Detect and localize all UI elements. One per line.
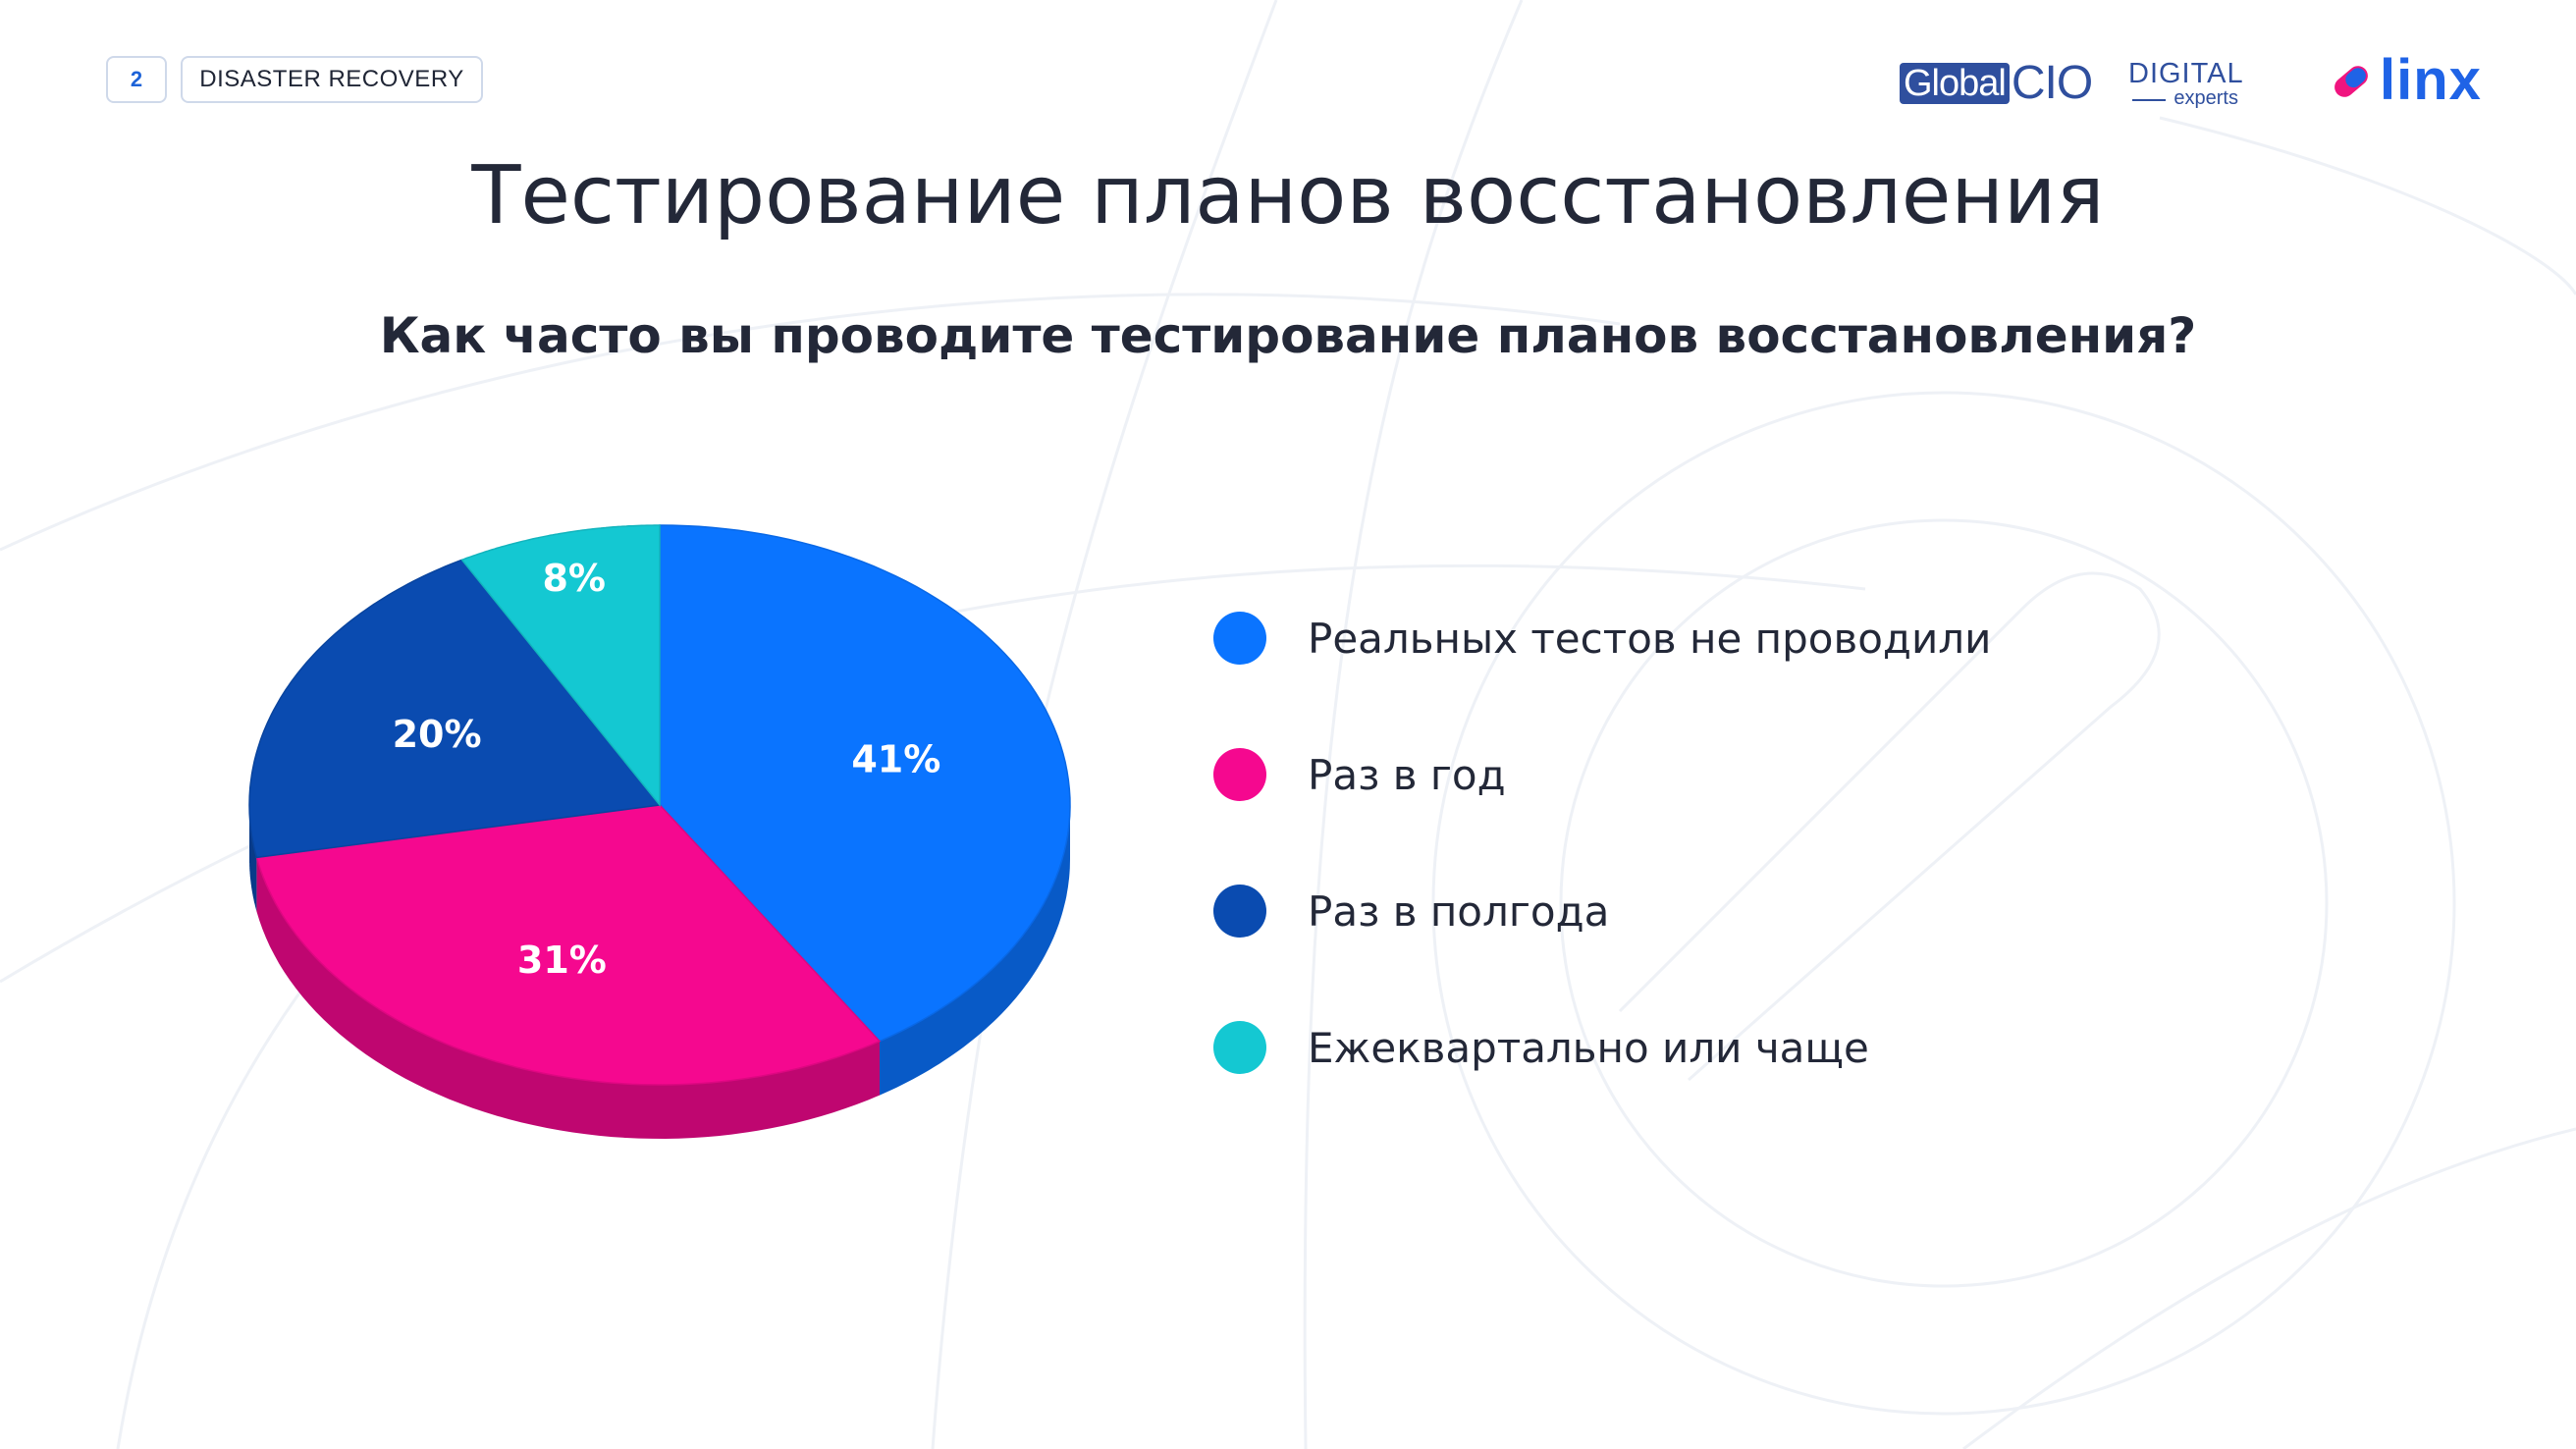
pie-slice-label-0: 41% xyxy=(851,737,940,780)
linx-logo-mark-icon xyxy=(2334,66,2368,97)
pie-slice-1 xyxy=(255,804,882,1086)
digital-logo-line1: DIGITAL xyxy=(2128,58,2244,89)
slide-number: 2 xyxy=(130,67,143,91)
pie-slice-2 xyxy=(248,559,662,859)
legend-color-dot xyxy=(1213,1021,1266,1074)
legend-color-dot xyxy=(1213,748,1266,801)
legend-color-dot xyxy=(1213,885,1266,938)
pie-slice-label-2: 20% xyxy=(393,713,482,756)
linx-logo-text: linx xyxy=(2380,48,2482,112)
linx-logo: linx xyxy=(2329,51,2482,110)
pie-slice-0 xyxy=(659,524,1071,1043)
globalcio-logo: Global CIO xyxy=(1900,57,2093,109)
legend-item: Раз в год xyxy=(1213,745,1506,804)
page-subtitle: Как часто вы проводите тестирование план… xyxy=(379,307,2197,364)
legend-label: Раз в полгода xyxy=(1308,886,1610,936)
digital-logo-line2: experts xyxy=(2128,88,2238,108)
legend-label: Ежеквартально или чаще xyxy=(1308,1023,1869,1072)
pie-slice-3 xyxy=(460,524,661,808)
pie-slice-label-1: 31% xyxy=(517,939,607,982)
pie-slice-label-3: 8% xyxy=(542,557,606,600)
pie-side-walls xyxy=(249,805,1070,1139)
globalcio-logo-part2: CIO xyxy=(2011,57,2093,109)
page-title: Тестирование планов восстановления xyxy=(471,149,2105,242)
pie-labels: 41% 31% 20% 8% xyxy=(393,557,941,982)
legend-label: Раз в год xyxy=(1308,750,1506,799)
section-tag-badge: DISASTER RECOVERY xyxy=(181,56,483,103)
legend-color-dot xyxy=(1213,612,1266,665)
pie-side-wall-2 xyxy=(249,805,257,912)
globalcio-logo-part1: Global xyxy=(1900,63,2010,104)
pie-side-wall-1 xyxy=(256,857,880,1139)
section-tag: DISASTER RECOVERY xyxy=(199,66,464,92)
legend-item: Ежеквартально или чаще xyxy=(1213,1018,1869,1077)
slide-number-badge: 2 xyxy=(106,56,167,103)
digital-experts-logo: DIGITAL experts xyxy=(2128,58,2244,108)
legend-label: Реальных тестов не проводили xyxy=(1308,614,1992,663)
pie-side-wall-0 xyxy=(880,805,1070,1096)
legend-item: Реальных тестов не проводили xyxy=(1213,609,1991,668)
pie-slices xyxy=(248,524,1071,1086)
legend-item: Раз в полгода xyxy=(1213,882,1609,940)
